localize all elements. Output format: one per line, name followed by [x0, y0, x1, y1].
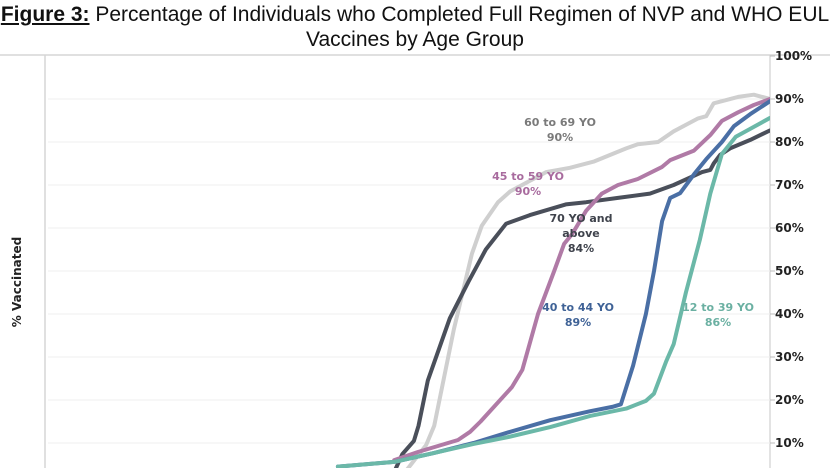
- series-line-70-yo-and-above: [393, 128, 770, 468]
- annotation-45-to-59-yo: 45 to 59 YO 90%: [492, 170, 564, 198]
- y-tick-label: 50%: [775, 264, 804, 278]
- series-line-12-to-39-yo: [335, 115, 770, 468]
- annotation-line: 90%: [515, 185, 541, 198]
- title-line-1: Percentage of Individuals who Completed …: [89, 3, 830, 26]
- annotation-40-to-44-yo: 40 to 44 YO 89%: [542, 301, 614, 329]
- annotation-60-to-69-yo: 60 to 69 YO 90%: [524, 116, 596, 144]
- series-line-45-to-59-yo: [392, 97, 770, 463]
- chart-title: Figure 3: Percentage of Individuals who …: [0, 2, 830, 52]
- y-tick-label: 90%: [775, 92, 804, 106]
- annotation-12-to-39-yo: 12 to 39 YO 86%: [682, 301, 754, 329]
- y-tick-label: 100%: [775, 49, 812, 63]
- series-annotations: 60 to 69 YO 90% 45 to 59 YO 90% 70 YO and abo…: [492, 116, 754, 329]
- gridlines: [48, 98, 770, 444]
- annotation-line: 60 to 69 YO: [524, 116, 596, 129]
- y-tick-label: 20%: [775, 393, 804, 407]
- y-axis-ticks: 10% 20% 30% 40% 50% 60% 70% 80% 90% 100%: [770, 49, 812, 450]
- annotation-line: 12 to 39 YO: [682, 301, 754, 314]
- y-tick-label: 80%: [775, 135, 804, 149]
- annotation-line: 86%: [705, 316, 731, 329]
- title-line-2: Vaccines by Age Group: [306, 28, 524, 51]
- annotation-line: 89%: [565, 316, 591, 329]
- y-tick-label: 30%: [775, 350, 804, 364]
- annotation-line: 45 to 59 YO: [492, 170, 564, 183]
- plot-frame: [0, 54, 830, 468]
- annotation-line: 84%: [568, 242, 594, 255]
- annotation-70-yo-and-above: 70 YO and above 84%: [549, 212, 612, 255]
- y-tick-label: 70%: [775, 178, 804, 192]
- y-tick-label: 10%: [775, 436, 804, 450]
- figure-label: Figure 3:: [0, 3, 90, 26]
- annotation-line: 40 to 44 YO: [542, 301, 614, 314]
- annotation-line: 90%: [547, 131, 573, 144]
- series-lines: [335, 92, 770, 468]
- annotation-line: 70 YO and: [549, 212, 612, 225]
- series-line-40-to-44-yo: [335, 99, 770, 468]
- y-axis-label: % Vaccinated: [10, 237, 24, 327]
- y-tick-label: 40%: [775, 307, 804, 321]
- annotation-line: above: [562, 227, 600, 240]
- y-tick-label: 60%: [775, 221, 804, 235]
